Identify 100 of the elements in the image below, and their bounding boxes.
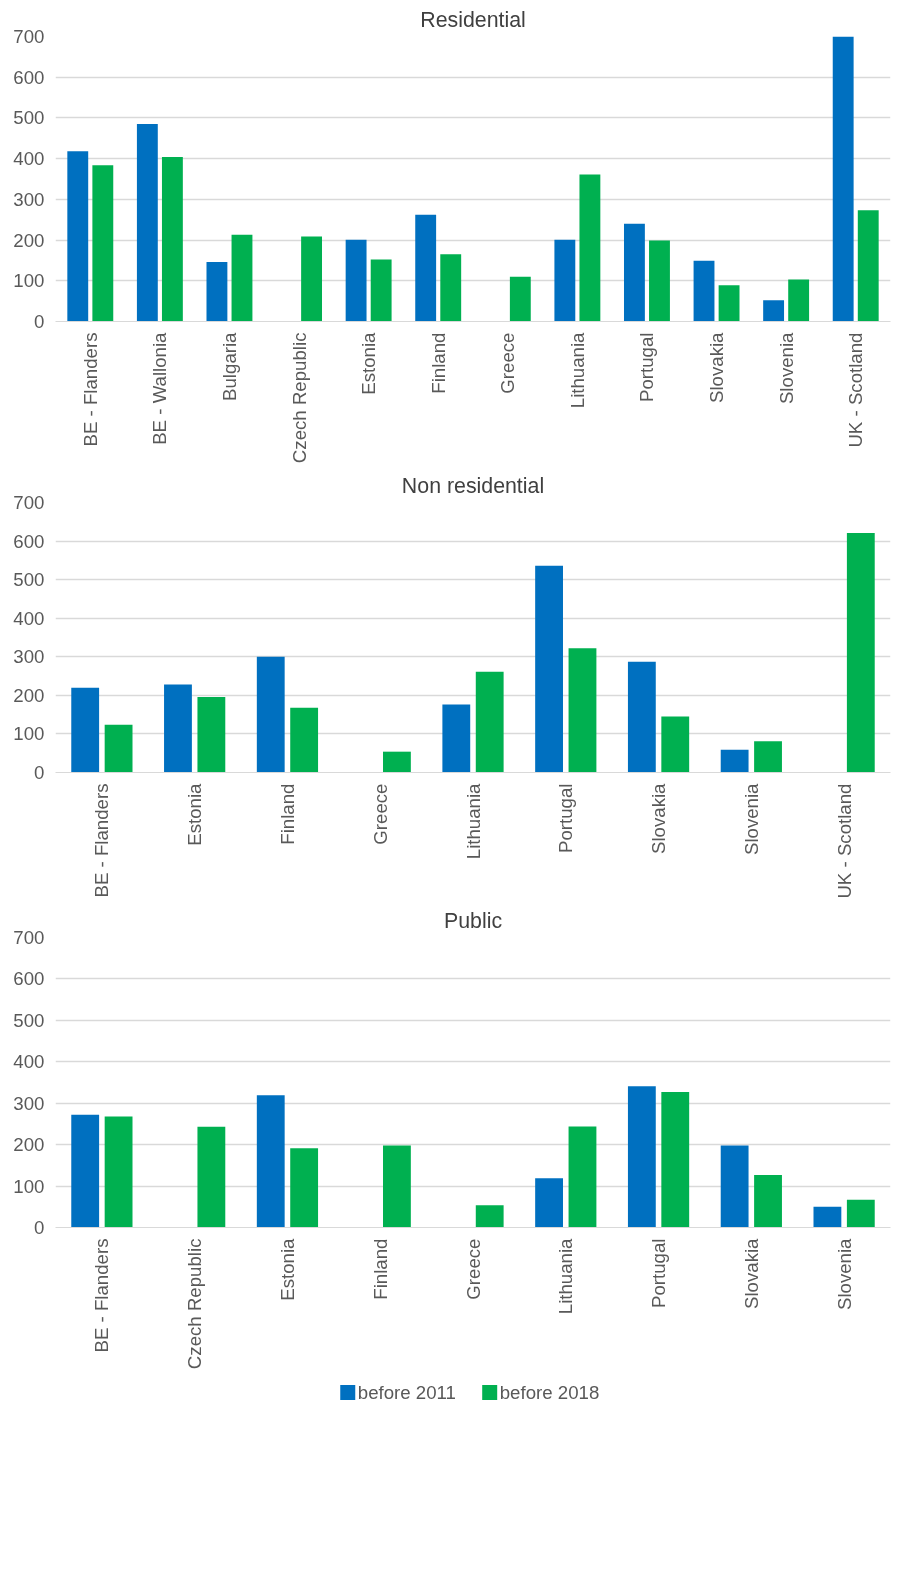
y-tick-label: 500 [13,1009,45,1031]
bar [71,1114,100,1228]
bar [661,1092,690,1228]
bar [442,704,471,773]
y-tick-label: 400 [13,607,45,629]
bar [718,285,740,322]
x-tick-label: Slovenia [740,782,762,856]
bar [720,749,749,773]
bar [627,661,656,773]
x-tick-label: Finland [369,1238,391,1300]
bar [415,214,437,322]
bar [535,565,563,773]
y-tick-label: 200 [13,229,45,251]
bar [67,151,89,322]
y-tick-label: 400 [13,1051,45,1073]
y-tick-label: 600 [13,530,45,552]
y-tick-label: 500 [13,107,45,129]
legend-label: before 2018 [499,1382,600,1403]
x-tick-label: Lithuania [555,1237,577,1315]
x-tick-label: UK - Scotland [833,783,855,899]
x-tick-label: Greece [462,1238,484,1300]
y-tick-label: 100 [13,723,45,745]
x-tick-label: BE - Flanders [91,783,113,898]
bar [345,239,367,322]
x-tick-label: Portugal [648,1238,670,1308]
bar [720,1145,749,1228]
x-tick-label: Finland [427,332,449,394]
y-tick-label: 100 [13,270,45,292]
bar [231,234,253,322]
bar [624,223,645,322]
x-tick-label: Bulgaria [218,331,240,401]
bar [661,716,690,773]
bar [104,1116,133,1228]
bar [197,1126,226,1228]
bar [383,1145,411,1228]
x-tick-label: Greece [497,332,519,394]
y-tick-label: 700 [13,492,45,513]
bar [568,1126,597,1228]
bar [535,1178,563,1228]
y-tick-label: 600 [13,968,45,990]
x-tick-label: Slovakia [740,1237,762,1310]
bar [290,707,319,773]
x-tick-label: Estonia [184,782,206,846]
y-tick-label: 700 [13,927,45,948]
bar [627,1086,656,1228]
x-tick-label: Lithuania [566,331,588,409]
y-tick-label: 300 [13,1092,45,1114]
bar [206,262,228,322]
bar [92,165,114,322]
bar [554,239,576,322]
bar [693,260,715,322]
bar [579,174,601,322]
bar [857,210,879,322]
bar [832,36,854,322]
bar [763,300,785,322]
bar [164,684,192,773]
bar [256,656,285,773]
x-tick-label: Portugal [636,332,658,402]
bar [104,724,133,773]
x-tick-label: Slovakia [648,782,670,855]
bar [754,1174,782,1228]
y-tick-label: 600 [13,66,45,88]
x-tick-label: Czech Republic [288,332,310,464]
y-tick-label: 0 [34,762,45,783]
bar [256,1095,285,1228]
bar [290,1148,319,1228]
y-tick-label: 200 [13,1134,45,1156]
bar [475,671,504,773]
x-tick-label: Greece [369,783,391,845]
x-tick-label: Finland [276,783,298,845]
bar [136,124,158,322]
bar [788,279,810,322]
bar [846,532,875,773]
y-tick-label: 200 [13,684,45,706]
bar [161,157,183,322]
x-tick-label: Slovenia [775,331,797,405]
bar [370,259,392,322]
x-tick-label: Slovenia [833,1237,855,1311]
x-tick-label: Portugal [555,783,577,853]
chart-title: Residential [420,7,526,32]
x-tick-label: BE - Flanders [79,332,101,447]
x-tick-label: Slovakia [706,331,728,404]
bar [197,696,226,773]
x-tick-label: UK - Scotland [845,332,867,448]
y-tick-label: 500 [13,569,45,591]
x-tick-label: Czech Republic [184,1238,206,1370]
x-tick-label: Estonia [276,1237,298,1301]
bar [475,1205,504,1228]
y-tick-label: 0 [34,311,45,332]
y-tick-label: 400 [13,148,45,170]
bar [440,254,462,322]
bar [568,648,597,773]
chart-title: Public [443,908,503,933]
y-tick-label: 300 [13,646,45,668]
x-tick-label: BE - Wallonia [149,331,171,445]
x-tick-label: BE - Flanders [91,1238,113,1353]
bar [509,276,531,322]
bar [71,687,100,773]
bar [649,240,670,322]
x-tick-label: Estonia [358,331,380,395]
